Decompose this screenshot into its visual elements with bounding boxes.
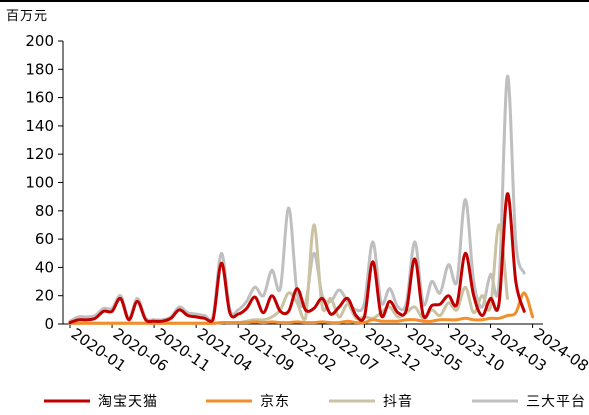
legend-item-douyin: 抖音: [329, 393, 413, 410]
series-line-taobao-tmall: [68, 192, 526, 325]
legend-item-jd: 京东: [206, 394, 290, 410]
y-tick-label: 100: [25, 174, 54, 192]
y-tick-label: 140: [25, 117, 54, 135]
y-tick-label: 180: [25, 60, 54, 78]
y-tick-label: 40: [35, 258, 54, 276]
y-tick-label: 120: [25, 145, 54, 163]
y-tick-label: 160: [25, 89, 54, 107]
legend-label: 三大平台: [526, 394, 586, 410]
top-rule: [0, 0, 589, 2]
series-line-jd: [68, 291, 535, 325]
legend-label: 京东: [260, 394, 290, 410]
legend-label: 抖音: [383, 393, 413, 410]
legend-item-three-platforms: 三大平台: [472, 394, 586, 410]
y-tick-label: 60: [35, 230, 54, 248]
y-tick-label: 20: [35, 287, 54, 305]
y-tick-label: 80: [35, 202, 54, 220]
series-line-three-platforms: [68, 74, 526, 323]
y-unit-label: 百万元: [6, 9, 48, 24]
y-tick-label: 200: [25, 32, 54, 50]
legend-label: 淘宝天猫: [98, 394, 158, 410]
legend-item-taobao-tmall: 淘宝天猫: [44, 394, 158, 410]
y-tick-label: 0: [44, 315, 54, 333]
